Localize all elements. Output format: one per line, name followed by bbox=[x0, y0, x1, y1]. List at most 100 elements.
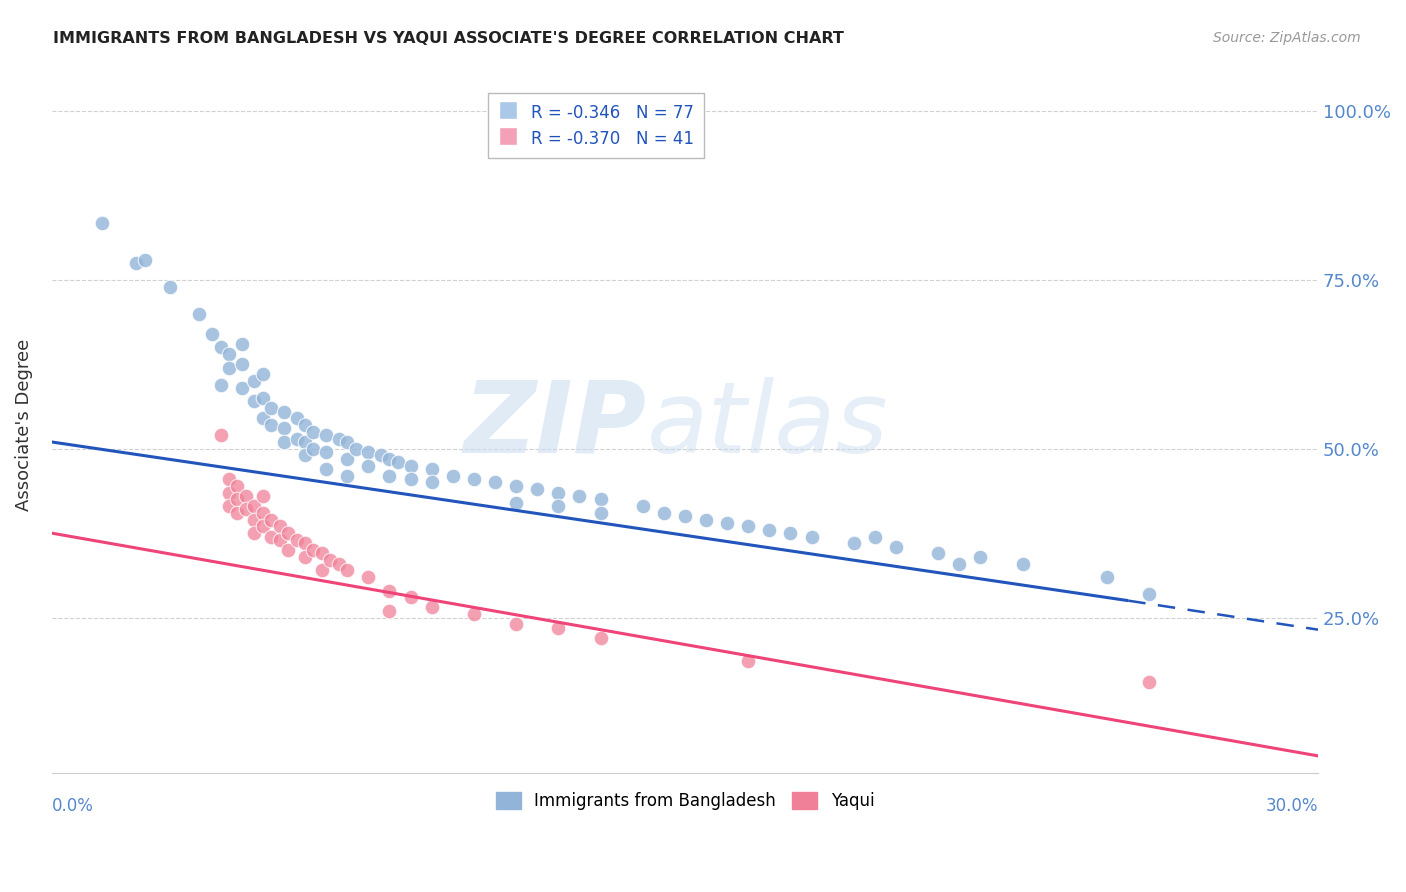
Point bbox=[235, 489, 257, 503]
Point bbox=[260, 513, 283, 527]
Point bbox=[357, 570, 380, 584]
Point bbox=[842, 536, 865, 550]
Point bbox=[273, 435, 295, 450]
Point bbox=[252, 391, 274, 405]
Point bbox=[526, 482, 548, 496]
Point bbox=[1011, 557, 1033, 571]
Point bbox=[441, 468, 464, 483]
Point bbox=[378, 583, 401, 598]
Point bbox=[378, 451, 401, 466]
Point bbox=[252, 411, 274, 425]
Point bbox=[243, 513, 266, 527]
Point bbox=[884, 540, 907, 554]
Point bbox=[252, 506, 274, 520]
Point bbox=[294, 536, 316, 550]
Point bbox=[188, 307, 211, 321]
Point bbox=[547, 485, 569, 500]
Point bbox=[302, 543, 325, 558]
Point bbox=[243, 499, 266, 513]
Point bbox=[226, 492, 249, 507]
Point bbox=[336, 563, 359, 577]
Point bbox=[269, 533, 291, 547]
Point bbox=[302, 425, 325, 439]
Point bbox=[695, 513, 717, 527]
Point bbox=[463, 607, 485, 621]
Point bbox=[209, 341, 232, 355]
Point bbox=[589, 506, 612, 520]
Point bbox=[277, 526, 299, 541]
Point bbox=[252, 368, 274, 382]
Point bbox=[328, 557, 350, 571]
Point bbox=[231, 357, 253, 371]
Point bbox=[218, 347, 240, 361]
Point bbox=[463, 472, 485, 486]
Point bbox=[1137, 587, 1160, 601]
Point bbox=[737, 519, 759, 533]
Point bbox=[1095, 570, 1118, 584]
Point bbox=[1137, 674, 1160, 689]
Y-axis label: Associate's Degree: Associate's Degree bbox=[15, 339, 32, 511]
Point bbox=[547, 621, 569, 635]
Point bbox=[505, 479, 527, 493]
Point bbox=[800, 529, 823, 543]
Point bbox=[420, 462, 443, 476]
Point bbox=[589, 492, 612, 507]
Point bbox=[948, 557, 970, 571]
Point bbox=[399, 472, 422, 486]
Point bbox=[315, 428, 337, 442]
Legend: R = -0.346   N = 77, R = -0.370   N = 41: R = -0.346 N = 77, R = -0.370 N = 41 bbox=[488, 93, 704, 158]
Point bbox=[328, 432, 350, 446]
Point bbox=[420, 475, 443, 490]
Point bbox=[201, 326, 224, 341]
Point bbox=[273, 404, 295, 418]
Point bbox=[209, 377, 232, 392]
Point bbox=[91, 216, 114, 230]
Point bbox=[218, 360, 240, 375]
Point bbox=[285, 411, 308, 425]
Point bbox=[315, 445, 337, 459]
Point bbox=[399, 591, 422, 605]
Point bbox=[969, 549, 991, 564]
Point bbox=[357, 445, 380, 459]
Point bbox=[315, 462, 337, 476]
Point bbox=[294, 418, 316, 433]
Point bbox=[319, 553, 342, 567]
Point bbox=[399, 458, 422, 473]
Point bbox=[226, 479, 249, 493]
Point bbox=[285, 533, 308, 547]
Point bbox=[589, 631, 612, 645]
Point bbox=[285, 432, 308, 446]
Point bbox=[311, 546, 333, 560]
Point bbox=[231, 381, 253, 395]
Point bbox=[243, 394, 266, 409]
Point bbox=[378, 604, 401, 618]
Point bbox=[294, 549, 316, 564]
Point bbox=[631, 499, 654, 513]
Point bbox=[218, 485, 240, 500]
Point bbox=[716, 516, 738, 530]
Point bbox=[252, 489, 274, 503]
Point bbox=[226, 506, 249, 520]
Point bbox=[387, 455, 409, 469]
Point bbox=[927, 546, 949, 560]
Point bbox=[652, 506, 675, 520]
Point bbox=[344, 442, 367, 456]
Point bbox=[505, 617, 527, 632]
Point bbox=[336, 468, 359, 483]
Point bbox=[294, 449, 316, 463]
Text: 0.0%: 0.0% bbox=[52, 797, 94, 815]
Point bbox=[243, 526, 266, 541]
Text: IMMIGRANTS FROM BANGLADESH VS YAQUI ASSOCIATE'S DEGREE CORRELATION CHART: IMMIGRANTS FROM BANGLADESH VS YAQUI ASSO… bbox=[53, 31, 844, 46]
Point bbox=[260, 401, 283, 416]
Text: 30.0%: 30.0% bbox=[1265, 797, 1319, 815]
Point bbox=[243, 374, 266, 388]
Point bbox=[231, 337, 253, 351]
Point bbox=[125, 256, 148, 270]
Point bbox=[737, 654, 759, 668]
Point bbox=[252, 519, 274, 533]
Text: Source: ZipAtlas.com: Source: ZipAtlas.com bbox=[1213, 31, 1361, 45]
Point bbox=[336, 451, 359, 466]
Point bbox=[218, 472, 240, 486]
Point bbox=[673, 509, 696, 524]
Point bbox=[357, 458, 380, 473]
